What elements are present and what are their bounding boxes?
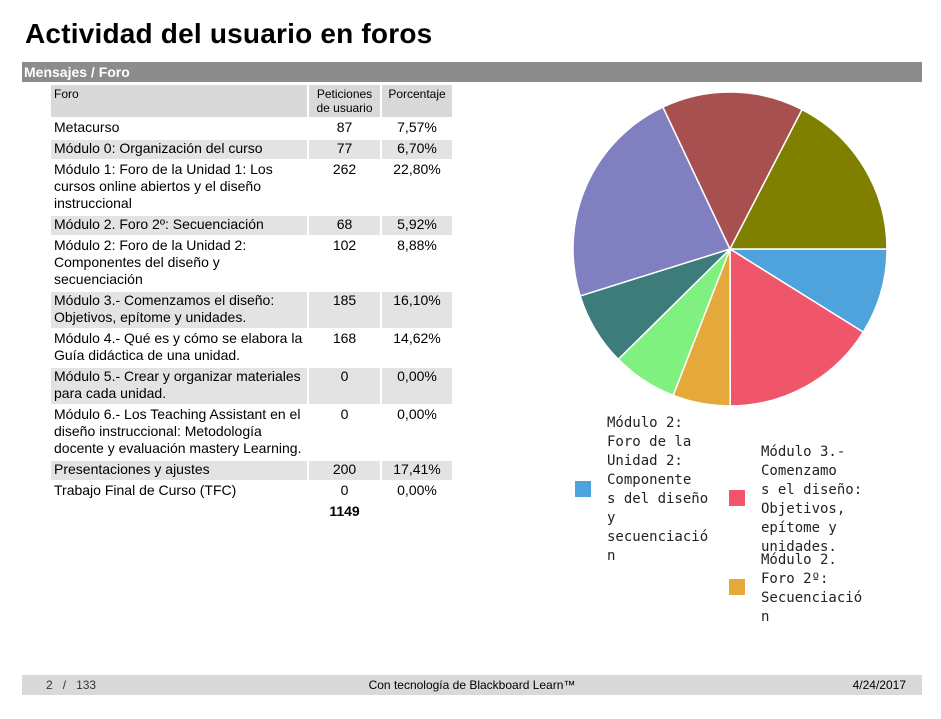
page-indicator: 2 / 133	[46, 675, 96, 695]
legend-swatch	[729, 579, 745, 595]
legend-label: Módulo 2: Foro de la Unidad 2: Component…	[607, 415, 709, 564]
total-value: 1149	[308, 501, 382, 522]
forum-table: Foro Peticiones de usuario Porcentaje Me…	[51, 85, 454, 522]
table-row: Presentaciones y ajustes 200 17,41%	[51, 459, 454, 481]
percentage-cell: 0,00%	[381, 480, 454, 502]
requests-cell: 200	[308, 459, 382, 481]
requests-cell: 185	[308, 290, 382, 329]
pie-slice	[727, 248, 888, 334]
requests-cell: 0	[308, 404, 382, 460]
total-label-cell	[51, 501, 309, 522]
percentage-cell: 22,80%	[381, 159, 454, 215]
requests-cell: 68	[308, 214, 382, 236]
percentage-cell: 17,41%	[381, 459, 454, 481]
forum-name-cell: Trabajo Final de Curso (TFC)	[51, 480, 309, 502]
legend-label: Módulo 2. Foro 2º: Secuenciació n	[761, 552, 863, 625]
page-number: 2	[46, 678, 53, 692]
percentage-cell: 5,92%	[381, 214, 454, 236]
table-row: Trabajo Final de Curso (TFC) 0 0,00%	[51, 480, 454, 502]
requests-cell: 0	[308, 366, 382, 405]
table-row: Módulo 6.- Los Teaching Assistant en el …	[51, 404, 454, 460]
report-date: 4/24/2017	[852, 678, 906, 692]
table-row: Módulo 4.- Qué es y cómo se elabora la G…	[51, 328, 454, 367]
pie-chart	[572, 91, 888, 407]
table-row: Módulo 5.- Crear y organizar materiales …	[51, 366, 454, 405]
table-row: Módulo 1: Foro de la Unidad 1: Los curso…	[51, 159, 454, 215]
requests-cell: 87	[308, 117, 382, 139]
table-row: Módulo 2: Foro de la Unidad 2: Component…	[51, 235, 454, 291]
percentage-cell: 16,10%	[381, 290, 454, 329]
forum-name-cell: Módulo 4.- Qué es y cómo se elabora la G…	[51, 328, 309, 367]
forum-name-cell: Módulo 6.- Los Teaching Assistant en el …	[51, 404, 309, 460]
footer-bar: 2 / 133 Con tecnología de Blackboard Lea…	[22, 675, 922, 695]
requests-cell: 0	[308, 480, 382, 502]
forum-name-cell: Módulo 0: Organización del curso	[51, 138, 309, 160]
column-header-peticiones: Peticiones de usuario	[308, 85, 382, 118]
forum-name-cell: Módulo 5.- Crear y organizar materiales …	[51, 366, 309, 405]
pie-slice	[661, 91, 804, 251]
table-row: Módulo 3.- Comenzamos el diseño: Objetiv…	[51, 290, 454, 329]
table-row: Metacurso 87 7,57%	[51, 117, 454, 139]
forum-name-cell: Metacurso	[51, 117, 309, 139]
requests-cell: 77	[308, 138, 382, 160]
powered-by: Con tecnología de Blackboard Learn™	[368, 678, 576, 692]
table-row: Módulo 0: Organización del curso 77 6,70%	[51, 138, 454, 160]
legend-swatch	[575, 481, 591, 497]
percentage-cell: 7,57%	[381, 117, 454, 139]
total-pct-cell	[381, 501, 454, 522]
pie-slice	[729, 247, 865, 407]
percentage-cell: 0,00%	[381, 366, 454, 405]
forum-name-cell: Módulo 3.- Comenzamos el diseño: Objetiv…	[51, 290, 309, 329]
legend-swatch	[729, 490, 745, 506]
page-title: Actividad del usuario en foros	[25, 18, 433, 49]
total-row: 1149	[51, 501, 454, 522]
forum-name-cell: Módulo 2: Foro de la Unidad 2: Component…	[51, 235, 309, 291]
percentage-cell: 6,70%	[381, 138, 454, 160]
pie-slice	[728, 108, 888, 250]
percentage-cell: 8,88%	[381, 235, 454, 291]
table-row: Módulo 2. Foro 2º: Secuenciación 68 5,92%	[51, 214, 454, 236]
page-separator: /	[62, 678, 67, 692]
percentage-cell: 0,00%	[381, 404, 454, 460]
column-header-foro: Foro	[51, 85, 309, 118]
column-header-porcentaje: Porcentaje	[381, 85, 454, 118]
pie-slice	[572, 106, 732, 297]
legend-label: Módulo 3.- Comenzamo s el diseño: Objeti…	[761, 444, 863, 555]
requests-cell: 102	[308, 235, 382, 291]
total-pages: 133	[76, 678, 97, 692]
section-header: Mensajes / Foro	[22, 62, 922, 82]
forum-name-cell: Módulo 2. Foro 2º: Secuenciación	[51, 214, 309, 236]
forum-name-cell: Presentaciones y ajustes	[51, 459, 309, 481]
requests-cell: 168	[308, 328, 382, 367]
forum-name-cell: Módulo 1: Foro de la Unidad 1: Los curso…	[51, 159, 309, 215]
percentage-cell: 14,62%	[381, 328, 454, 367]
requests-cell: 262	[308, 159, 382, 215]
